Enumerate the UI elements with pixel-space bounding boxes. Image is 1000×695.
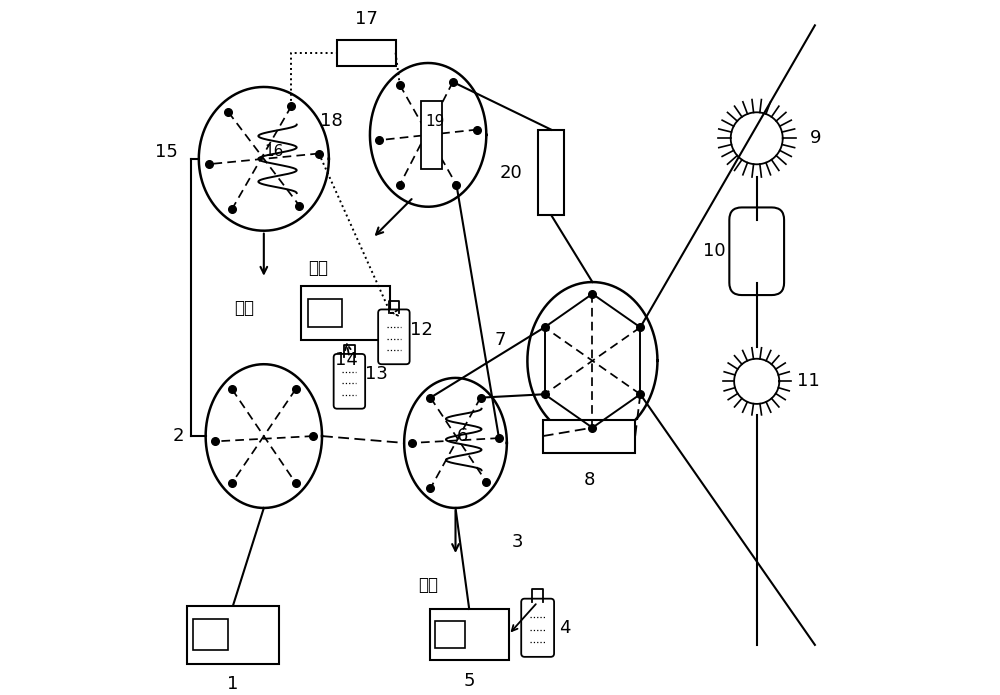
Text: 废液: 废液 <box>418 576 438 594</box>
Text: 10: 10 <box>703 243 726 260</box>
Text: 15: 15 <box>155 143 178 161</box>
FancyBboxPatch shape <box>378 309 410 364</box>
Text: 17: 17 <box>355 10 378 28</box>
Text: 废液: 废液 <box>234 299 254 317</box>
Text: 1: 1 <box>227 676 239 693</box>
Text: 4: 4 <box>559 619 571 637</box>
Text: 16: 16 <box>264 145 284 159</box>
Text: 5: 5 <box>463 672 475 690</box>
Bar <box>308 299 342 327</box>
Bar <box>193 619 228 650</box>
Bar <box>435 621 465 648</box>
Text: 12: 12 <box>410 321 433 339</box>
Text: 13: 13 <box>365 366 388 384</box>
Text: 3: 3 <box>511 533 523 551</box>
Text: 7: 7 <box>494 332 506 350</box>
Text: 9: 9 <box>810 129 821 147</box>
FancyBboxPatch shape <box>729 207 784 295</box>
Text: 18: 18 <box>320 112 343 130</box>
Bar <box>543 420 635 452</box>
Bar <box>187 605 279 664</box>
Text: 8: 8 <box>583 471 595 489</box>
Bar <box>301 286 390 340</box>
Text: 2: 2 <box>173 427 184 445</box>
Text: 19: 19 <box>425 114 445 129</box>
Bar <box>421 101 442 169</box>
FancyBboxPatch shape <box>521 598 554 657</box>
Text: 废液: 废液 <box>308 259 328 277</box>
Bar <box>337 40 396 66</box>
Text: 14: 14 <box>335 351 357 369</box>
Text: 11: 11 <box>797 373 820 391</box>
Text: 20: 20 <box>500 163 522 181</box>
Bar <box>430 609 509 660</box>
FancyBboxPatch shape <box>334 354 365 409</box>
Text: 6: 6 <box>457 427 468 445</box>
Bar <box>538 130 564 215</box>
